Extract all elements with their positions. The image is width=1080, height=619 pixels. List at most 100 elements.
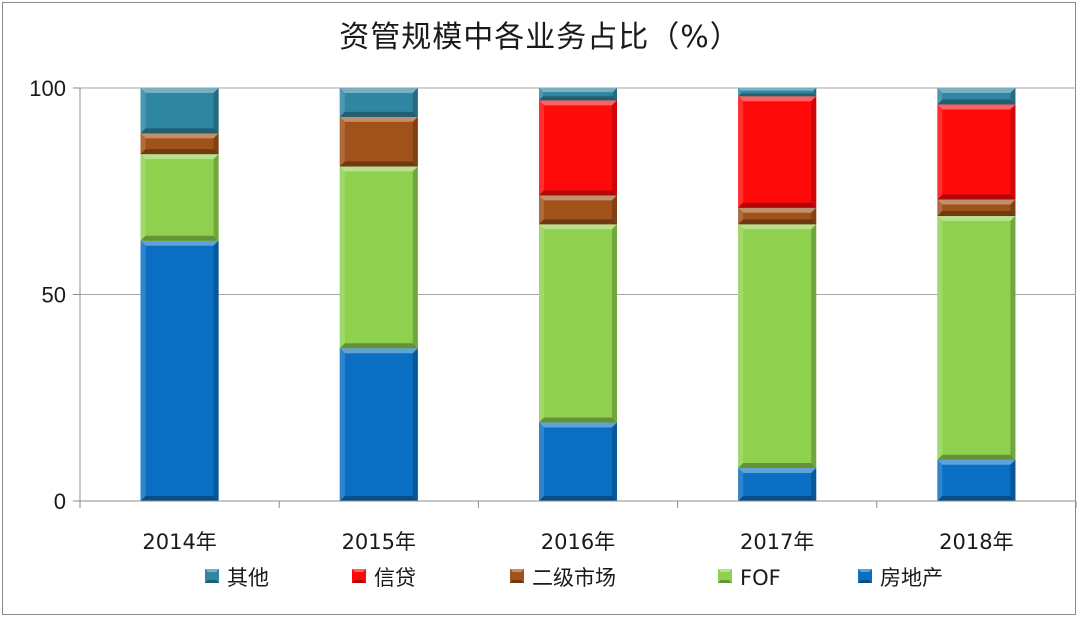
bar-segment <box>937 459 1016 501</box>
bar-bevel-left <box>738 96 744 208</box>
legend-swatch-bevel <box>718 569 732 572</box>
bar-segment <box>339 116 418 167</box>
bar-bevel-top <box>539 88 617 93</box>
bar-bevel-left <box>738 224 744 468</box>
bar-fill <box>339 348 418 501</box>
bar-bevel-bottom <box>140 235 219 241</box>
x-tick-label: 2016年 <box>541 530 615 554</box>
bar-bevel-left <box>339 348 345 501</box>
bar-bevel-bottom <box>539 219 617 225</box>
legend-swatch-bevel <box>205 580 219 583</box>
bar-bevel-left <box>140 88 146 134</box>
bar-bevel-top <box>339 348 418 354</box>
bar-bevel-right <box>412 116 418 167</box>
bar-fill <box>539 224 617 423</box>
bar-segment <box>738 207 817 225</box>
bar-bevel-top <box>140 154 219 160</box>
bar-bevel-left <box>937 216 943 460</box>
bar-bevel-top <box>738 96 817 102</box>
bar-bevel-top <box>539 195 617 201</box>
bar-bevel-top <box>140 240 219 246</box>
bar-bevel-bottom <box>539 96 617 101</box>
legend-swatch <box>510 569 524 583</box>
bar-bevel-top <box>539 422 617 428</box>
bar-bevel-top <box>738 467 817 473</box>
bar-bevel-bottom <box>738 93 817 97</box>
bar-bevel-left <box>140 154 146 241</box>
x-tick-label: 2014年 <box>142 530 216 554</box>
bar-fill <box>339 166 418 349</box>
bar-bevel-left <box>339 88 345 117</box>
legend-label: 其他 <box>227 566 269 590</box>
bar-segment <box>539 195 617 225</box>
legend-label: 二级市场 <box>532 566 616 590</box>
legend-swatch-bevel <box>510 580 524 583</box>
bar-segment <box>539 88 617 101</box>
bar-bevel-left <box>539 422 544 501</box>
x-tick-label: 2015年 <box>342 530 416 554</box>
bar-bevel-top <box>339 116 418 122</box>
bar-bevel-bottom <box>539 417 617 423</box>
bar-bevel-left <box>140 240 146 501</box>
bar-bevel-right <box>1010 216 1016 460</box>
bar-fill <box>937 104 1016 200</box>
bar-segment <box>738 467 817 501</box>
bar-bevel-left <box>339 166 345 349</box>
bar-bevel-bottom <box>140 128 219 134</box>
legend-swatch-bevel <box>352 580 366 583</box>
bar-bevel-left <box>937 88 943 105</box>
bar-fill <box>140 133 219 155</box>
bar-bevel-right <box>612 224 617 423</box>
legend-swatch-bevel <box>718 580 732 583</box>
bar-bevel-bottom <box>339 496 418 501</box>
legend-swatch-bevel <box>352 569 366 572</box>
bar-bevel-right <box>811 467 817 501</box>
bar-bevel-right <box>1010 459 1016 501</box>
bar-segment <box>140 154 219 241</box>
bar-bevel-bottom <box>738 462 817 468</box>
legend-swatch-bevel <box>858 580 872 583</box>
legend-swatch <box>718 569 732 583</box>
x-tick-label: 2017年 <box>740 530 814 554</box>
bar-bevel-right <box>412 166 418 349</box>
legend-swatch <box>352 569 366 583</box>
bar-segment <box>140 240 219 501</box>
bar-bevel-right <box>612 88 617 101</box>
bar-segment <box>937 199 1016 217</box>
y-tick-label: 50 <box>42 283 66 308</box>
bar-bevel-top <box>937 88 1016 93</box>
bar-bevel-top <box>738 224 817 230</box>
bar-bevel-bottom <box>937 454 1016 460</box>
bar-bevel-right <box>1010 88 1016 105</box>
bar-fill <box>539 422 617 501</box>
bar-fill <box>738 88 817 97</box>
bar-bevel-top <box>937 216 1016 222</box>
bar-segment <box>339 166 418 349</box>
bar-bevel-top <box>339 88 418 93</box>
legend-item: 二级市场 <box>510 566 616 590</box>
legend-item: 房地产 <box>858 566 943 590</box>
bar-bevel-right <box>612 195 617 225</box>
bar-bevel-right <box>1010 199 1016 217</box>
bar-bevel-bottom <box>339 343 418 349</box>
bar-bevel-top <box>738 88 817 91</box>
bar-segment <box>140 133 219 155</box>
bar-segment <box>738 224 817 468</box>
bar-fill <box>738 224 817 468</box>
bar-bevel-top <box>140 88 219 93</box>
bar-bevel-left <box>539 195 544 225</box>
bar-bevel-top <box>937 199 1016 205</box>
bar-bevel-right <box>811 96 817 208</box>
bar-bevel-bottom <box>738 202 817 208</box>
bar-bevel-right <box>213 154 219 241</box>
bar-segment <box>937 104 1016 200</box>
legend-swatch <box>858 569 872 583</box>
bar-segment <box>539 422 617 501</box>
bar-bevel-bottom <box>539 496 617 501</box>
bar-bevel-top <box>140 133 219 139</box>
bar-bevel-right <box>612 422 617 501</box>
bar-fill <box>738 467 817 501</box>
bar-segment <box>738 88 817 97</box>
bar-fill <box>539 100 617 196</box>
